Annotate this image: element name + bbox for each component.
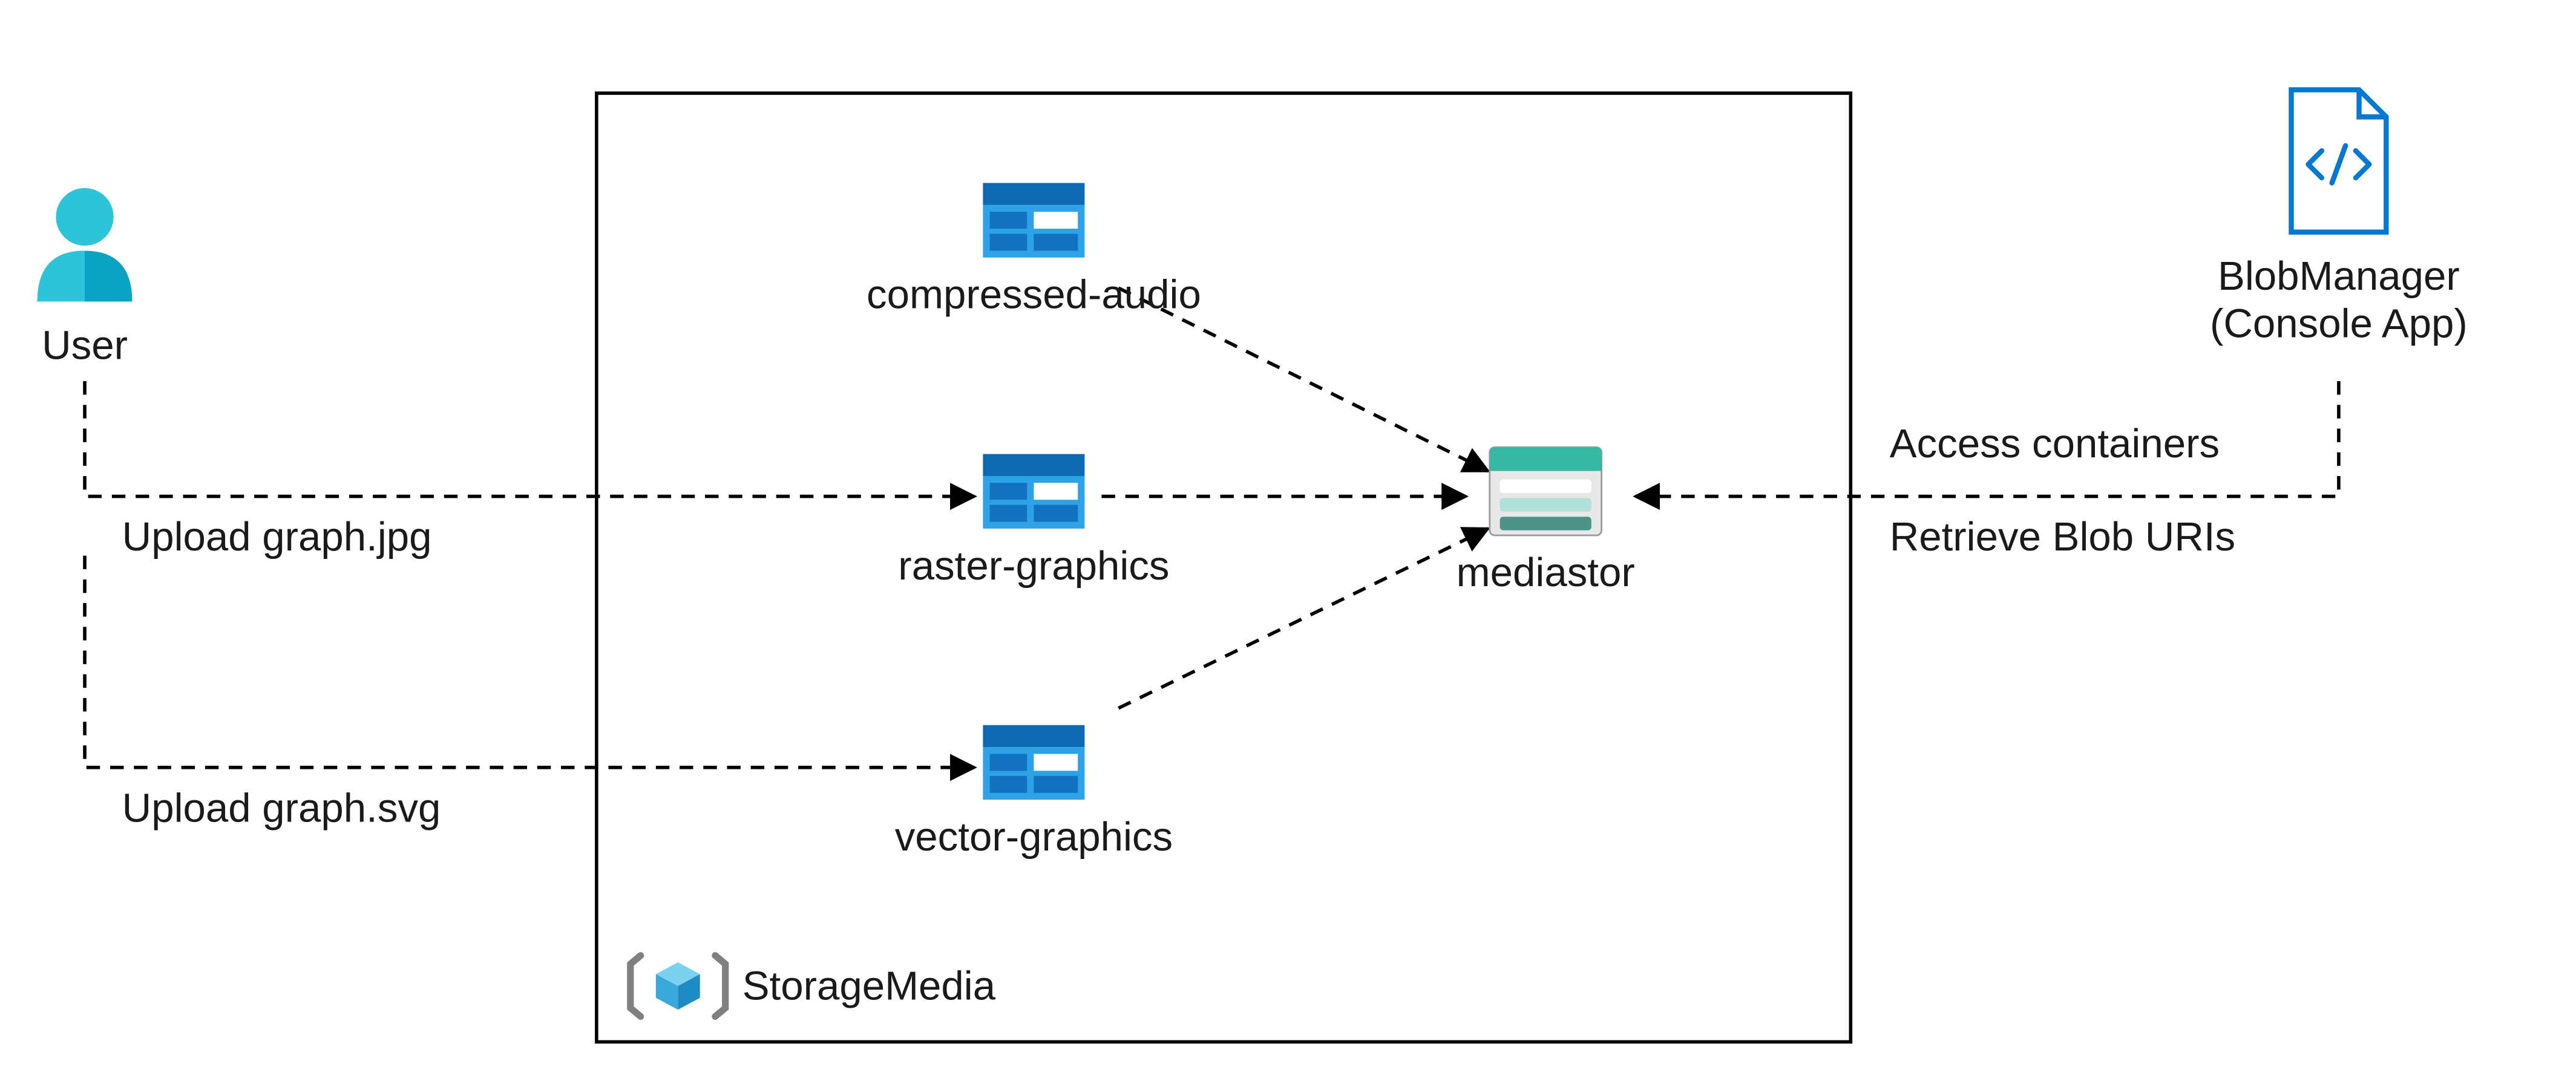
vector-graphics-label: vector-graphics — [895, 814, 1173, 860]
container-icon — [983, 454, 1084, 529]
edge-label-retrieve-uris: Retrieve Blob URIs — [1890, 514, 2235, 560]
edge-label-access-containers: Access containers — [1890, 421, 2220, 466]
user-label: User — [42, 323, 128, 368]
storage-account-icon — [1490, 447, 1602, 535]
mediastor-label: mediastor — [1457, 550, 1635, 595]
compressed-audio-label: compressed-audio — [867, 272, 1201, 318]
container-icon — [983, 183, 1084, 257]
edge-vector-to-mediastor — [1118, 529, 1488, 708]
edge-user-to-vector — [85, 556, 974, 768]
resource-group-icon — [631, 956, 726, 1017]
edge-user-to-raster — [85, 381, 974, 496]
user-icon — [38, 188, 133, 302]
raster-graphics-node: raster-graphics — [898, 454, 1169, 589]
storage-media-container — [597, 93, 1850, 1042]
architecture-diagram: Upload graph.jpg Upload graph.svg Access… — [0, 0, 2576, 1084]
storage-media-label: StorageMedia — [742, 963, 996, 1008]
edge-label-upload-jpg: Upload graph.jpg — [122, 514, 432, 560]
user-node: User — [38, 188, 133, 368]
raster-graphics-label: raster-graphics — [898, 543, 1169, 589]
storage-media-label-group: StorageMedia — [631, 956, 996, 1017]
blobmanager-node: BlobManager (Console App) — [2210, 90, 2468, 346]
compressed-audio-node: compressed-audio — [867, 183, 1201, 317]
vector-graphics-node: vector-graphics — [895, 725, 1173, 860]
blobmanager-label-2: (Console App) — [2210, 301, 2468, 346]
container-icon — [983, 725, 1084, 800]
edge-label-upload-svg: Upload graph.svg — [122, 785, 441, 831]
blobmanager-label-1: BlobManager — [2218, 253, 2460, 299]
code-file-icon — [2291, 90, 2386, 232]
